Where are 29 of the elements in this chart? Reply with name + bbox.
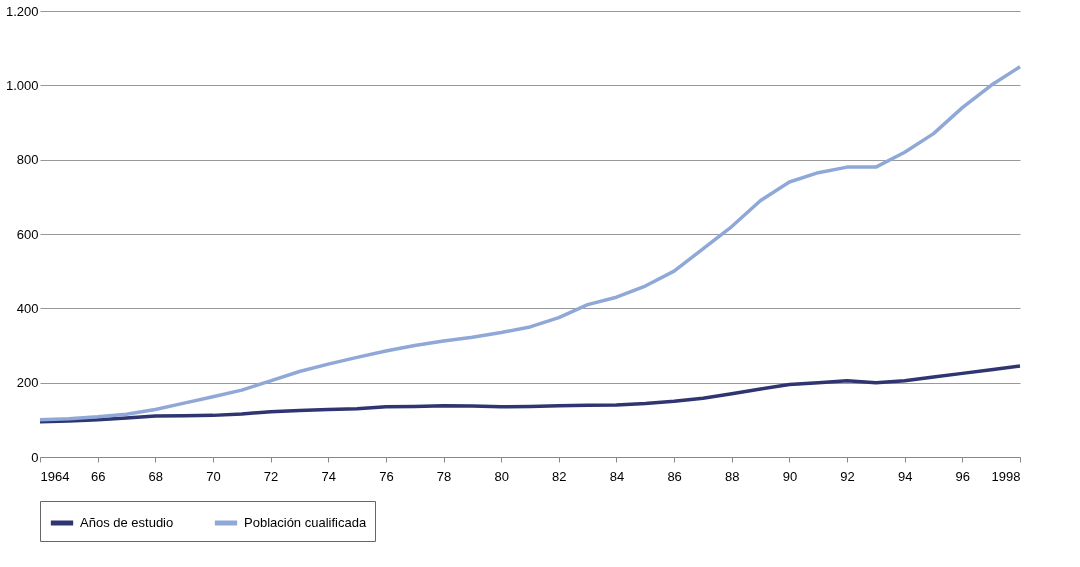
x-tick-label: 70 — [206, 468, 221, 484]
x-tick-label: 94 — [897, 468, 913, 484]
x-tick-label: 1964 — [40, 468, 70, 484]
x-tick-label: 80 — [494, 468, 509, 484]
x-tick-label: 72 — [263, 468, 279, 484]
x-tick-label: 68 — [148, 468, 164, 484]
x-tick-label: 76 — [379, 468, 394, 484]
y-tick-label: 1.200 — [5, 3, 39, 19]
y-tick-label: 800 — [16, 152, 39, 168]
x-tick-label: 86 — [667, 468, 682, 484]
y-tick-label: 1.000 — [5, 77, 39, 93]
y-tick-label: 400 — [16, 300, 39, 316]
x-tick-label: 82 — [552, 468, 567, 484]
x-tick-label: 84 — [609, 468, 625, 484]
x-tick-label: 88 — [725, 468, 740, 484]
x-tick-label: 90 — [782, 468, 798, 484]
legend-label: Población cualificada — [244, 515, 367, 530]
x-tick-label: 78 — [436, 468, 452, 484]
line-series — [38, 364, 1022, 424]
y-tick-label: 600 — [16, 226, 39, 242]
x-tick-label: 96 — [955, 468, 971, 484]
x-tick-label: 74 — [321, 468, 336, 484]
y-tick-label: 0 — [31, 449, 39, 465]
legend-label: Años de estudio — [80, 515, 174, 530]
x-tick-label: 1998 — [991, 468, 1021, 484]
line-series — [38, 65, 1022, 422]
x-tick-label: 92 — [840, 468, 855, 484]
x-tick-label: 66 — [90, 468, 106, 484]
y-tick-label: 200 — [16, 375, 39, 391]
